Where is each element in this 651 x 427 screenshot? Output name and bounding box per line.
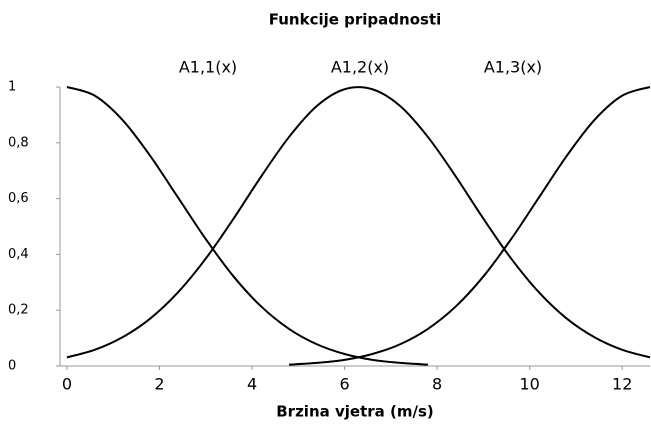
line-series [288, 86, 651, 366]
y-tick-label: 0,4 [8, 247, 29, 262]
y-tick-label: 1 [8, 80, 16, 95]
x-tick-label: 10 [520, 375, 540, 394]
x-tick-label: 2 [154, 375, 164, 394]
line-series [66, 86, 428, 366]
x-tick-label: 6 [339, 375, 349, 394]
x-tick-label: 8 [432, 375, 442, 394]
x-tick-label: 4 [247, 375, 257, 394]
x-axis-title: Brzina vjetra (m/s) [276, 403, 433, 421]
y-tick-label: 0,6 [8, 191, 29, 206]
y-tick-label: 0,8 [8, 135, 29, 150]
y-tick-label: 0 [8, 359, 16, 374]
series-label: A1,1(x) [179, 58, 237, 77]
series-label: A1,2(x) [331, 58, 389, 77]
x-tick-label: 0 [62, 375, 72, 394]
series-label: A1,3(x) [484, 58, 542, 77]
chart-title: Funkcije pripadnosti [269, 11, 442, 29]
line-series [66, 86, 651, 359]
y-tick-label: 0,2 [8, 303, 29, 318]
x-tick-label: 12 [612, 375, 632, 394]
